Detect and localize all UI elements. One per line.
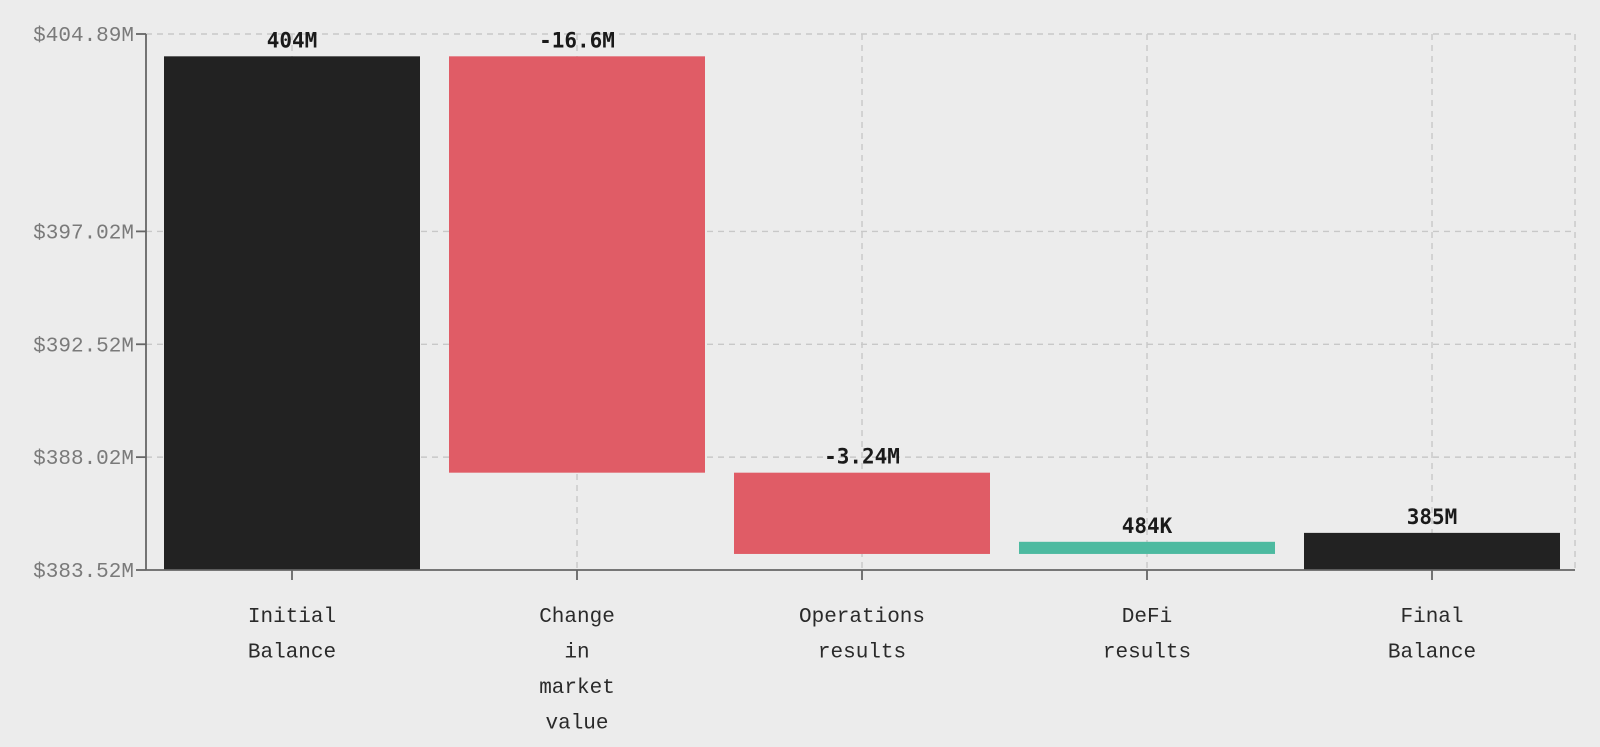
x-tick-label-line: Balance bbox=[248, 642, 336, 665]
x-tick-label-line: results bbox=[1103, 642, 1191, 665]
y-tick-label: $383.52M bbox=[33, 561, 134, 584]
bar-value-label: 484K bbox=[1122, 514, 1173, 538]
x-tick-label-line: results bbox=[818, 642, 906, 665]
y-tick-label: $388.02M bbox=[33, 448, 134, 471]
bar-value-label: -16.6M bbox=[539, 28, 615, 52]
x-tick-label-line: Operations bbox=[799, 606, 925, 629]
x-tick-label: Initial Balance bbox=[248, 606, 336, 665]
axes bbox=[136, 33, 1575, 580]
labels: 404M -16.6M -3.24M 484K 385M $383.52M $388.02M… bbox=[33, 25, 1476, 736]
x-tick-label-line: Initial bbox=[248, 606, 336, 629]
x-tick-label-line: DeFi bbox=[1122, 606, 1172, 629]
x-tick-label: DeFi results bbox=[1103, 606, 1191, 665]
bar-value-label: 404M bbox=[267, 28, 318, 52]
bar-value-label: 385M bbox=[1407, 505, 1458, 529]
bar-total bbox=[164, 56, 420, 571]
x-tick-label-line: in bbox=[564, 642, 589, 665]
bar-decrease bbox=[449, 56, 705, 473]
x-tick-label-line: Final bbox=[1400, 606, 1463, 629]
y-tick-label: $404.89M bbox=[33, 25, 134, 48]
bars bbox=[164, 56, 1560, 571]
bar-decrease bbox=[734, 472, 990, 554]
x-tick-label-line: Change bbox=[539, 606, 615, 629]
x-tick-label: Final Balance bbox=[1388, 606, 1476, 665]
bar-value-label: -3.24M bbox=[824, 445, 900, 469]
y-tick-label: $397.02M bbox=[33, 222, 134, 245]
y-tick-label: $392.52M bbox=[33, 335, 134, 358]
bar-total bbox=[1304, 532, 1560, 570]
x-tick-label: Operations results bbox=[799, 606, 925, 665]
x-tick-label-line: Balance bbox=[1388, 642, 1476, 665]
x-tick-label-line: market bbox=[539, 677, 615, 700]
bar-increase bbox=[1019, 541, 1275, 554]
x-tick-label: Change in market value bbox=[539, 606, 615, 736]
x-tick-label-line: value bbox=[545, 713, 608, 736]
